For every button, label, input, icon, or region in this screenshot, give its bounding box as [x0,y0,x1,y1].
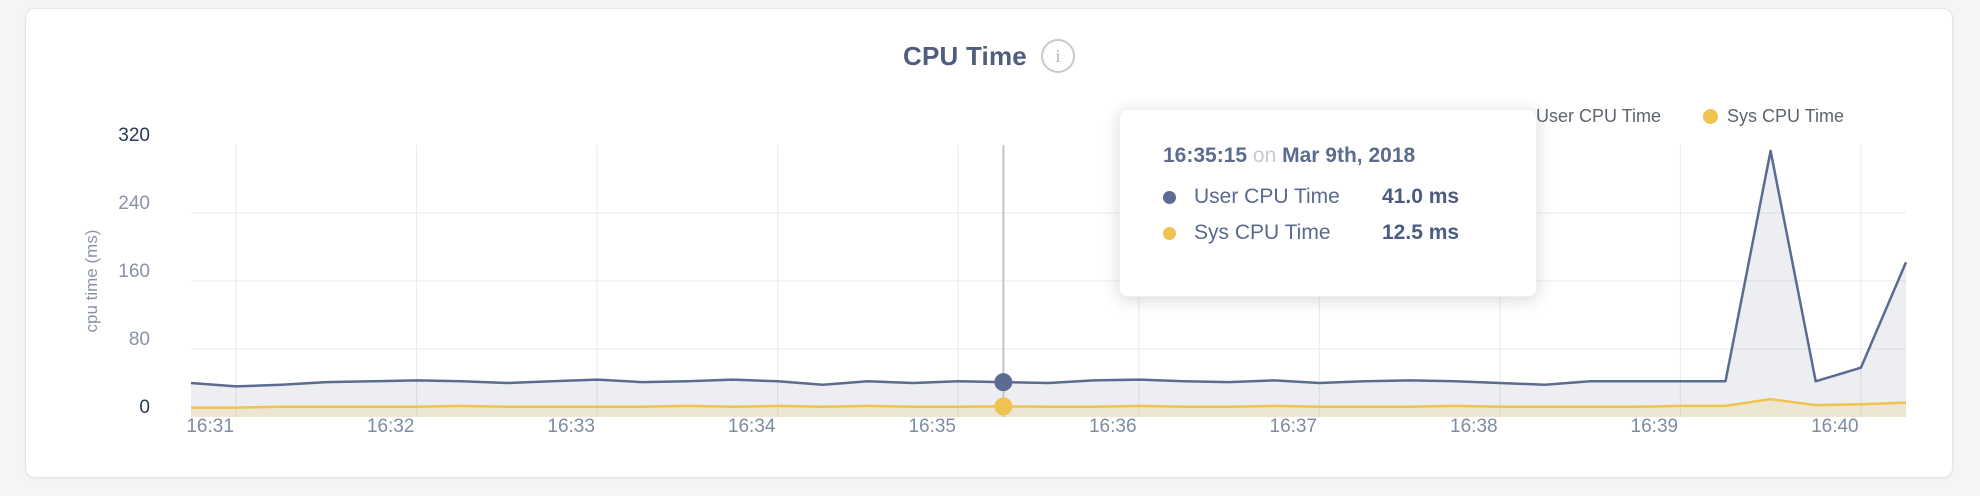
y-tick-label: 160 [118,261,150,282]
x-tick-label: 16:31 [186,416,234,437]
tooltip-series-value: 12.5 ms [1382,221,1460,244]
user-cpu-area [191,150,1906,417]
plot-area[interactable] [190,145,1908,417]
sys-cpu-dot-icon [1163,226,1176,240]
info-icon[interactable]: i [1040,39,1075,73]
x-tick-label: 16:39 [1630,416,1679,437]
tooltip-connector: on [1252,144,1277,167]
tooltip-time: 16:35:15 [1163,144,1248,167]
sys-cpu-line [191,397,1907,409]
sys-cpu-legend-dot-icon [1703,109,1719,124]
sys-cpu-hover-dot [994,397,1013,416]
chart-card: CPU Time i User CPU Time Sys CPU Time cp… [25,8,1953,478]
x-tick-label: 16:32 [366,416,415,437]
user-cpu-line [190,149,1908,388]
x-tick-label: 16:34 [727,416,776,437]
legend: User CPU Time Sys CPU Time [1512,106,1844,127]
tooltip-series-label: Sys CPU Time [1194,221,1331,244]
y-tick-label: 240 [118,193,150,214]
x-tick-label: 16:37 [1269,416,1318,437]
tooltip-date: Mar 9th, 2018 [1282,144,1416,167]
tooltip-series-value: 41.0 ms [1382,185,1460,208]
x-tick-label: 16:33 [547,416,595,437]
legend-label: Sys CPU Time [1727,106,1845,126]
legend-label: User CPU Time [1536,106,1662,126]
chart-header: CPU Time i [26,39,1952,73]
chart-title: CPU Time [903,40,1027,71]
x-tick-label: 16:38 [1450,416,1498,437]
y-tick-label: 0 [139,397,150,418]
y-tick-label: 80 [128,329,150,350]
tooltip-row-sys: Sys CPU Time 12.5 ms [1163,221,1536,245]
user-cpu-dot-icon [1163,190,1176,204]
y-tick-label: 320 [118,125,150,146]
x-tick-label: 16:35 [908,416,956,437]
legend-item-sys-cpu-time[interactable]: Sys CPU Time [1703,106,1844,127]
tooltip-title: 16:35:15 on Mar 9th, 2018 [1163,144,1536,168]
x-tick-label: 16:36 [1088,416,1137,437]
hover-tooltip: 16:35:15 on Mar 9th, 2018 User CPU Time … [1119,109,1537,297]
x-tick-label: 16:40 [1811,416,1859,437]
tooltip-series-label: User CPU Time [1194,185,1340,208]
user-cpu-hover-dot [994,373,1013,392]
tooltip-row-user: User CPU Time 41.0 ms [1163,185,1536,209]
horizontal-gridlines [191,212,1906,350]
sys-cpu-area [191,399,1906,417]
